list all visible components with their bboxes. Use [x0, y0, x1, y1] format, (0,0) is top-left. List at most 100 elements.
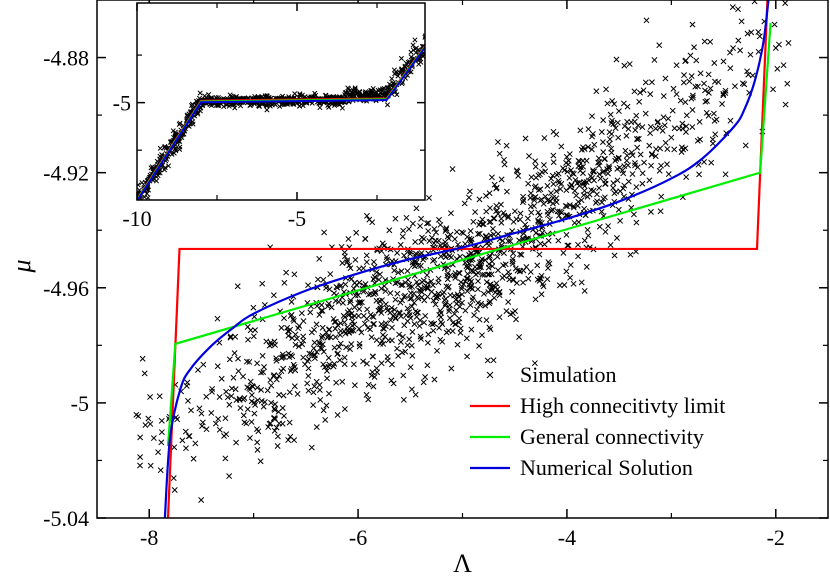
simulation-point: [533, 230, 539, 236]
simulation-point: [402, 279, 409, 286]
simulation-point: [334, 350, 341, 357]
simulation-point: [489, 225, 496, 232]
simulation-point: [656, 42, 663, 49]
simulation-point: [474, 286, 481, 293]
simulation-point: [319, 332, 326, 339]
inset-frame: [136, 2, 426, 201]
simulation-point: [556, 208, 563, 215]
simulation-point: [184, 379, 191, 386]
simulation-point: [411, 263, 418, 270]
simulation-point: [332, 334, 339, 341]
simulation-point: [299, 341, 306, 348]
simulation-point: [470, 268, 477, 275]
simulation-point: [272, 416, 279, 423]
simulation-point: [425, 220, 432, 226]
simulation-point: [572, 177, 579, 183]
simulation-point: [399, 349, 406, 356]
simulation-point: [254, 439, 261, 446]
simulation-point: [665, 115, 672, 122]
inset-simulation-point: [379, 91, 385, 97]
inset-simulation-point: [247, 102, 254, 108]
simulation-point: [379, 331, 386, 338]
inset-simulation-point: [181, 131, 187, 137]
simulation-point: [406, 336, 413, 343]
simulation-point: [498, 201, 504, 208]
simulation-point: [748, 29, 755, 36]
simulation-point: [445, 264, 451, 271]
simulation-point: [245, 336, 251, 343]
simulation-point: [494, 253, 501, 260]
simulation-point: [568, 182, 575, 189]
simulation-point: [464, 233, 471, 240]
simulation-point: [755, 29, 762, 35]
simulation-point: [614, 119, 621, 126]
simulation-point: [669, 107, 676, 114]
inset-simulation-point: [154, 158, 160, 164]
simulation-point: [358, 329, 365, 336]
simulation-point: [482, 302, 489, 309]
simulation-point: [408, 303, 415, 310]
simulation-point: [396, 309, 403, 316]
simulation-point: [398, 282, 405, 288]
simulation-point: [368, 334, 375, 341]
simulation-point: [337, 340, 344, 347]
simulation-point: [279, 351, 286, 358]
simulation-point: [271, 415, 278, 422]
simulation-point: [590, 168, 597, 175]
main-axis-ticks: -8 -6 -4 -2 -5.04 -5 -4.96 -4.92 -4.88: [43, 0, 828, 550]
simulation-point: [405, 226, 412, 233]
simulation-point: [512, 265, 519, 272]
simulation-point: [281, 315, 288, 322]
simulation-point: [135, 413, 142, 420]
simulation-point: [594, 198, 600, 205]
simulation-point: [226, 356, 233, 363]
simulation-point: [418, 288, 425, 295]
inset-simulation-point: [383, 90, 389, 97]
simulation-point: [347, 297, 354, 304]
simulation-point: [336, 344, 343, 350]
simulation-point: [587, 173, 594, 180]
simulation-point: [271, 338, 278, 345]
simulation-point: [713, 116, 720, 123]
simulation-point: [493, 202, 500, 209]
simulation-point: [158, 417, 165, 424]
simulation-point: [430, 282, 436, 289]
legend: Simulation High connecitivty limit General…: [470, 362, 725, 480]
simulation-point: [286, 419, 293, 426]
inset-simulation-point: [279, 93, 286, 99]
simulation-point: [643, 17, 650, 24]
simulation-point: [425, 331, 432, 338]
simulation-point: [340, 299, 346, 306]
simulation-point: [244, 406, 251, 413]
simulation-point: [560, 165, 566, 172]
simulation-point: [469, 286, 476, 292]
simulation-point: [448, 254, 455, 261]
simulation-point: [311, 339, 318, 346]
simulation-point: [463, 275, 470, 282]
simulation-point: [679, 120, 686, 127]
simulation-point: [564, 168, 571, 175]
inset-simulation-point: [137, 182, 141, 188]
simulation-point: [596, 171, 603, 178]
simulation-point: [527, 268, 534, 275]
simulation-point: [137, 434, 144, 441]
simulation-point: [199, 423, 205, 429]
simulation-point: [142, 422, 149, 429]
simulation-point: [515, 172, 522, 179]
simulation-point: [280, 392, 287, 399]
simulation-point: [316, 311, 323, 318]
simulation-point: [441, 251, 448, 258]
simulation-point: [290, 316, 297, 323]
simulation-point: [545, 265, 551, 272]
simulation-point: [600, 168, 607, 175]
simulation-point: [397, 339, 404, 345]
simulation-point: [389, 361, 395, 368]
simulation-point: [501, 250, 507, 257]
simulation-point: [224, 394, 231, 401]
simulation-point: [567, 274, 574, 281]
simulation-point: [531, 360, 538, 367]
simulation-point: [662, 75, 669, 82]
simulation-point: [615, 155, 622, 162]
simulation-point: [657, 145, 664, 152]
simulation-point: [423, 220, 430, 227]
